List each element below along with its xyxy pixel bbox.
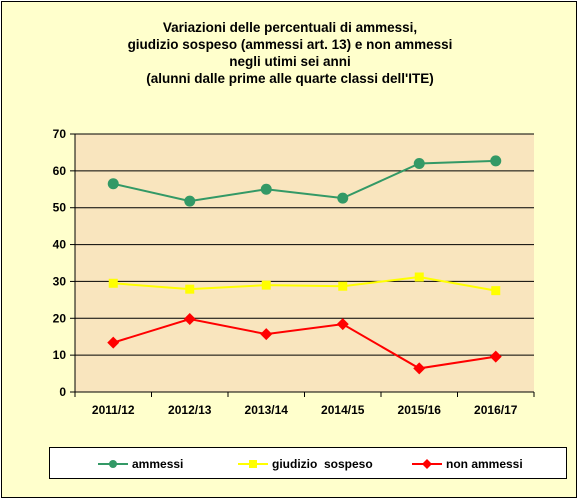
- chart-title-line-1: Variazioni delle percentuali di ammessi,: [162, 20, 418, 35]
- x-tick-label: 2013/14: [245, 403, 289, 417]
- legend-label-ammessi: ammessi: [132, 457, 184, 471]
- legend-swatch-ammessi: [98, 460, 128, 468]
- point-2: [107, 336, 120, 349]
- point-0: [260, 183, 272, 195]
- point-0: [490, 155, 502, 167]
- point-0: [413, 157, 425, 169]
- point-1: [261, 280, 271, 290]
- point-2: [489, 350, 502, 363]
- y-tick-label: 70: [53, 127, 67, 141]
- point-0: [107, 178, 119, 190]
- chart-title: Variazioni delle percentuali di ammessi,…: [2, 19, 578, 87]
- point-2: [260, 328, 273, 341]
- y-tick-label: 30: [53, 274, 67, 288]
- x-tick-label: 2014/15: [321, 403, 365, 417]
- legend-swatch-non-ammessi: [412, 459, 442, 469]
- y-tick-label: 40: [53, 238, 67, 252]
- point-1: [338, 281, 348, 291]
- legend-item-ammessi: ammessi: [98, 456, 183, 472]
- point-1: [108, 278, 118, 288]
- series-line-2: [112, 317, 496, 370]
- x-tick-label: 2012/13: [168, 403, 212, 417]
- chart-title-line-2: giudizio sospeso (ammessi art. 13) e non…: [127, 37, 453, 52]
- point-2: [183, 313, 196, 326]
- point-1: [185, 284, 195, 294]
- x-tick-label: 2015/16: [398, 403, 442, 417]
- point-2: [336, 318, 349, 331]
- point-0: [337, 192, 349, 204]
- point-1: [414, 272, 424, 282]
- x-tick-label: 2016/17: [474, 403, 518, 417]
- legend-label-non-ammessi: non ammessi: [446, 457, 523, 471]
- chart-legend: ammessi giudizio sospeso non ammessi: [49, 447, 567, 479]
- legend-label-giudizio-sospeso: giudizio sospeso: [272, 457, 373, 471]
- legend-item-non-ammessi: non ammessi: [412, 456, 523, 472]
- y-tick-label: 50: [53, 201, 67, 215]
- y-tick-label: 20: [53, 311, 67, 325]
- legend-item-giudizio-sospeso: giudizio sospeso: [238, 456, 373, 472]
- legend-swatch-giudizio-sospeso: [238, 460, 268, 468]
- y-tick-label: 60: [53, 164, 67, 178]
- chart-title-line-4: (alunni dalle prime alle quarte classi d…: [146, 71, 434, 86]
- x-tick-label: 2011/12: [92, 403, 135, 417]
- chart-title-line-3: negli utimi sei anni: [229, 54, 351, 69]
- series-line-0: [113, 159, 496, 203]
- point-1: [491, 286, 501, 296]
- y-tick-label: 0: [59, 385, 66, 399]
- plot-area: [75, 134, 534, 392]
- series-line-1: [113, 275, 496, 292]
- point-2: [413, 362, 426, 375]
- y-tick-label: 10: [53, 348, 67, 362]
- point-0: [184, 195, 196, 207]
